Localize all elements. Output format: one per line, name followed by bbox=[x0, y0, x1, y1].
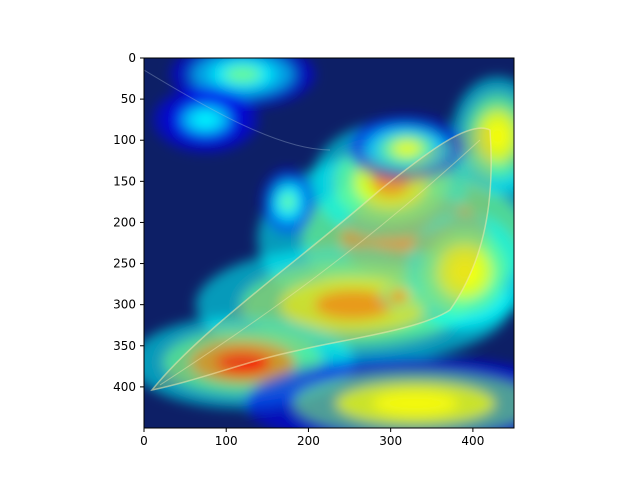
plot-area bbox=[144, 58, 514, 428]
heatmap-hotspot-6-ring-3 bbox=[486, 121, 510, 151]
leaf-overlay bbox=[144, 69, 492, 392]
y-tick-label: 0 bbox=[128, 51, 136, 65]
heatmap-hotspot-5-ring-3 bbox=[372, 391, 459, 415]
x-axis-ticks: 0 100 200 300 400 bbox=[140, 428, 484, 448]
x-tick-label: 100 bbox=[215, 434, 238, 448]
heatmap-hotspot-7-ring-3 bbox=[392, 140, 422, 157]
x-tick-label: 0 bbox=[140, 434, 148, 448]
y-tick-label: 50 bbox=[121, 92, 136, 106]
heatmap-hotspot-10-ring-3 bbox=[281, 193, 295, 211]
background-leaf-edge bbox=[144, 69, 331, 151]
heatmap-hotspot-2-ring-3 bbox=[314, 289, 394, 320]
y-tick-label: 150 bbox=[113, 174, 136, 188]
leaf-vein bbox=[159, 139, 481, 386]
heatmap-hotspot-9-ring-3 bbox=[192, 111, 219, 128]
axes-frame bbox=[143, 57, 515, 429]
x-tick-label: 300 bbox=[379, 434, 402, 448]
x-tick-label: 400 bbox=[461, 434, 484, 448]
heatmap-hotspot-4-ring-3 bbox=[449, 256, 480, 287]
y-tick-label: 350 bbox=[113, 339, 136, 353]
y-axis-ticks: 0 50 100 150 200 250 300 350 400 bbox=[113, 51, 144, 394]
heatmap-hotspot-8-ring-3 bbox=[224, 66, 261, 83]
heatmap-hotspot-11-ring-3 bbox=[394, 293, 404, 300]
y-tick-label: 200 bbox=[113, 215, 136, 229]
y-tick-label: 400 bbox=[113, 380, 136, 394]
y-tick-label: 100 bbox=[113, 133, 136, 147]
y-tick-label: 300 bbox=[113, 298, 136, 312]
leaf-shape bbox=[150, 127, 492, 392]
heatmap-hotspot-3-ring-3 bbox=[214, 350, 271, 374]
y-tick-label: 250 bbox=[113, 257, 136, 271]
x-tick-label: 200 bbox=[297, 434, 320, 448]
heatmap-blobs bbox=[144, 58, 514, 428]
